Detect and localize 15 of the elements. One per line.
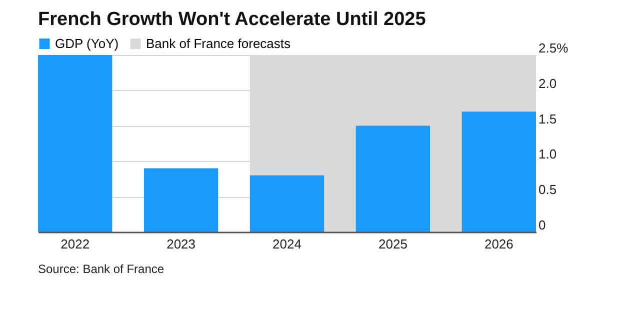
legend-label: Bank of France forecasts — [146, 36, 292, 51]
y-tick-label: 1.5 — [538, 111, 557, 126]
y-tick-label: 0.5 — [538, 182, 557, 198]
y-tick-label: 2.0 — [538, 76, 557, 91]
x-tick-label: 2023 — [166, 236, 196, 252]
y-tick-label: 0 — [538, 218, 546, 232]
x-tick-label: 2024 — [272, 236, 302, 252]
y-tick-label: 1.0 — [538, 146, 557, 162]
chart-title: French Growth Won't Accelerate Until 2025 — [38, 9, 426, 30]
x-tick-label: 2025 — [378, 236, 408, 252]
source-note: Source: Bank of France — [38, 262, 166, 276]
legend-label: GDP (YoY) — [55, 36, 119, 51]
y-tick-label: 2.5% — [538, 40, 569, 56]
x-tick-label: 2026 — [484, 236, 514, 252]
x-tick-label: 2022 — [60, 236, 90, 252]
